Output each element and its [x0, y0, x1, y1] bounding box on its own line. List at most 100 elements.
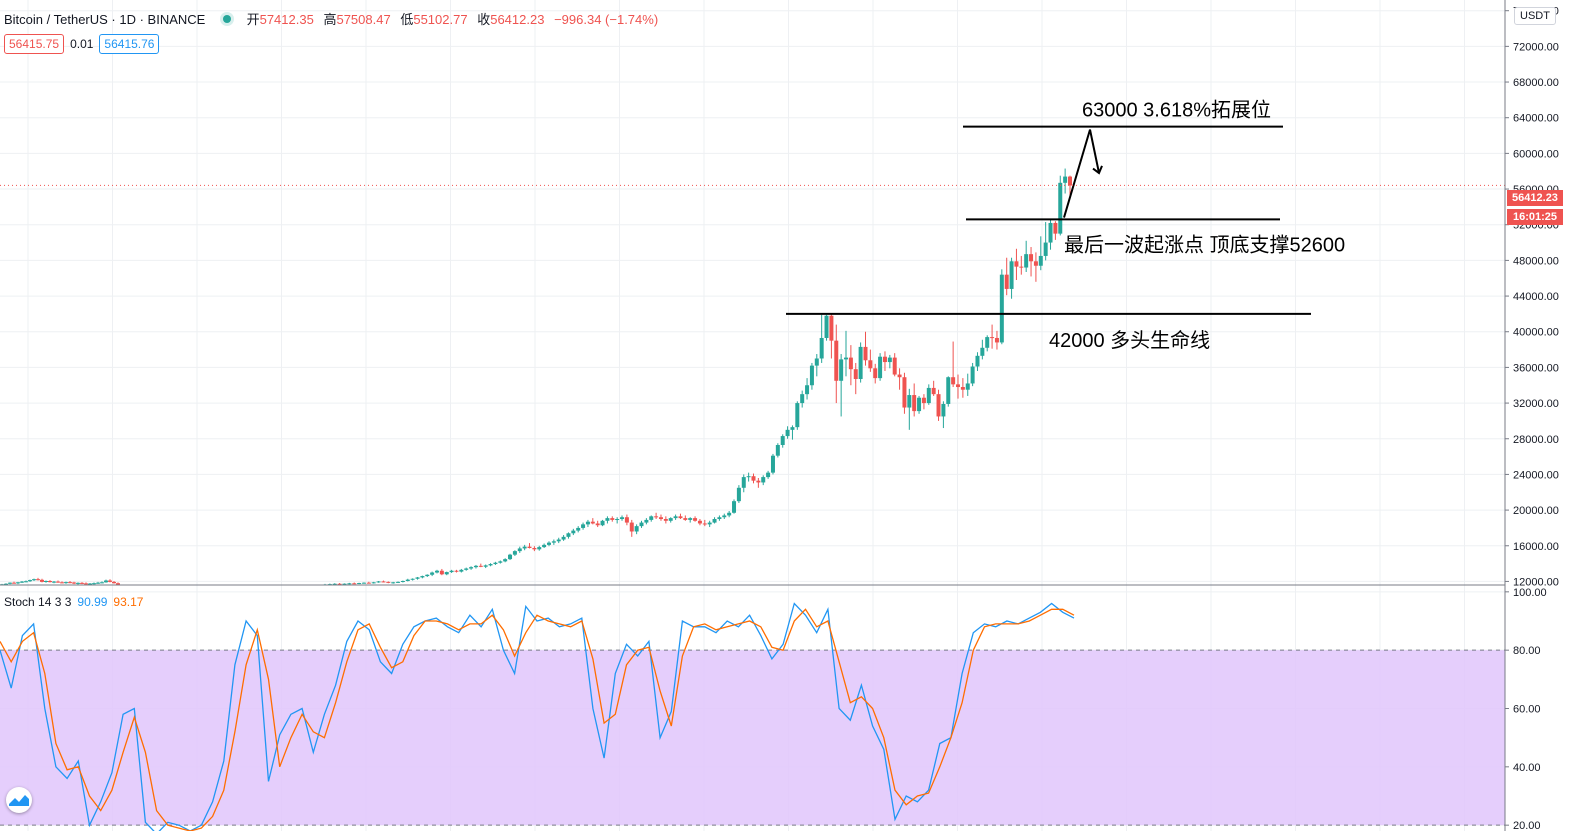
- candle[interactable]: [639, 520, 644, 528]
- candle[interactable]: [72, 581, 76, 585]
- candle[interactable]: [683, 515, 688, 521]
- candle[interactable]: [449, 569, 454, 573]
- stoch-name[interactable]: Stoch 14 3 3: [4, 595, 72, 609]
- candle[interactable]: [839, 354, 844, 417]
- candle[interactable]: [736, 485, 741, 503]
- stoch-k-line[interactable]: [0, 602, 1075, 835]
- candle[interactable]: [634, 524, 639, 535]
- symbol-title[interactable]: Bitcoin / TetherUS · 1D · BINANCE: [4, 12, 206, 27]
- currency-button[interactable]: USDT: [1514, 7, 1556, 25]
- candle[interactable]: [800, 390, 805, 408]
- candle[interactable]: [702, 519, 707, 527]
- candle[interactable]: [371, 581, 376, 584]
- candle[interactable]: [80, 582, 84, 585]
- candle[interactable]: [1058, 175, 1063, 236]
- candle[interactable]: [873, 363, 878, 384]
- candle[interactable]: [878, 353, 883, 381]
- candle[interactable]: [503, 558, 508, 563]
- candle[interactable]: [24, 580, 28, 583]
- candle[interactable]: [16, 581, 20, 585]
- candle[interactable]: [785, 426, 790, 439]
- candle[interactable]: [805, 378, 810, 400]
- candle[interactable]: [527, 543, 532, 549]
- candle[interactable]: [882, 351, 887, 371]
- candle[interactable]: [100, 581, 104, 584]
- candle[interactable]: [844, 330, 849, 377]
- candle[interactable]: [581, 522, 586, 530]
- candle[interactable]: [766, 470, 771, 479]
- candle[interactable]: [1024, 240, 1029, 272]
- stoch-axis[interactable]: 20.00 40.00 60.00 80.00 100.00: [1505, 587, 1547, 832]
- candle[interactable]: [473, 564, 478, 569]
- candle[interactable]: [775, 443, 780, 458]
- candle[interactable]: [444, 571, 449, 576]
- candle[interactable]: [420, 575, 425, 579]
- stoch-lines[interactable]: [0, 602, 1075, 835]
- level-label[interactable]: 63000 3.618%拓展位: [1082, 99, 1271, 122]
- candle[interactable]: [410, 578, 415, 581]
- candle[interactable]: [654, 512, 659, 520]
- candle[interactable]: [697, 519, 702, 526]
- candle[interactable]: [629, 519, 634, 537]
- candle[interactable]: [1063, 168, 1068, 194]
- candle[interactable]: [36, 577, 40, 581]
- candle[interactable]: [658, 514, 663, 521]
- tradingview-logo-icon[interactable]: [6, 787, 32, 813]
- candle[interactable]: [668, 517, 673, 523]
- candle[interactable]: [381, 580, 386, 583]
- candle[interactable]: [454, 569, 459, 573]
- candle[interactable]: [829, 313, 834, 359]
- candle[interactable]: [809, 362, 814, 390]
- candle[interactable]: [566, 532, 571, 539]
- candle[interactable]: [819, 314, 824, 363]
- candle[interactable]: [483, 564, 488, 569]
- candle[interactable]: [376, 580, 381, 583]
- candle[interactable]: [620, 515, 625, 521]
- candle[interactable]: [858, 342, 863, 383]
- candle[interactable]: [999, 269, 1004, 345]
- candle[interactable]: [386, 581, 391, 584]
- sell-button[interactable]: 56415.75: [4, 34, 65, 54]
- candle[interactable]: [980, 339, 985, 360]
- candle[interactable]: [1014, 248, 1019, 281]
- candle[interactable]: [1043, 222, 1048, 261]
- candle[interactable]: [459, 568, 464, 573]
- candle[interactable]: [56, 580, 60, 583]
- candle[interactable]: [28, 579, 32, 582]
- candle[interactable]: [556, 537, 561, 544]
- candle[interactable]: [746, 472, 751, 482]
- candle[interactable]: [985, 335, 990, 352]
- candle[interactable]: [688, 517, 693, 523]
- candle[interactable]: [741, 474, 746, 493]
- candle[interactable]: [92, 582, 96, 585]
- candle[interactable]: [493, 561, 498, 565]
- candle[interactable]: [517, 546, 522, 553]
- candle[interactable]: [917, 395, 922, 414]
- projection-arrow[interactable]: [1063, 129, 1100, 218]
- candle[interactable]: [902, 372, 907, 414]
- candles-layer[interactable]: [0, 168, 1072, 586]
- candle[interactable]: [488, 563, 493, 567]
- candle[interactable]: [990, 324, 995, 349]
- candle[interactable]: [1019, 255, 1024, 275]
- candle[interactable]: [1068, 175, 1072, 198]
- candle[interactable]: [464, 567, 469, 571]
- candle[interactable]: [439, 568, 444, 576]
- candle[interactable]: [994, 330, 999, 350]
- candle[interactable]: [761, 475, 766, 486]
- candle[interactable]: [1033, 252, 1038, 282]
- candle[interactable]: [561, 535, 566, 541]
- candle[interactable]: [824, 314, 829, 341]
- candle[interactable]: [605, 516, 610, 524]
- candle[interactable]: [415, 576, 420, 580]
- candle[interactable]: [20, 580, 24, 584]
- candle[interactable]: [576, 526, 581, 533]
- candle[interactable]: [508, 553, 513, 561]
- candle[interactable]: [1004, 257, 1009, 296]
- candle[interactable]: [717, 515, 722, 521]
- candle[interactable]: [751, 473, 756, 484]
- candle[interactable]: [931, 380, 936, 396]
- candle[interactable]: [712, 517, 717, 524]
